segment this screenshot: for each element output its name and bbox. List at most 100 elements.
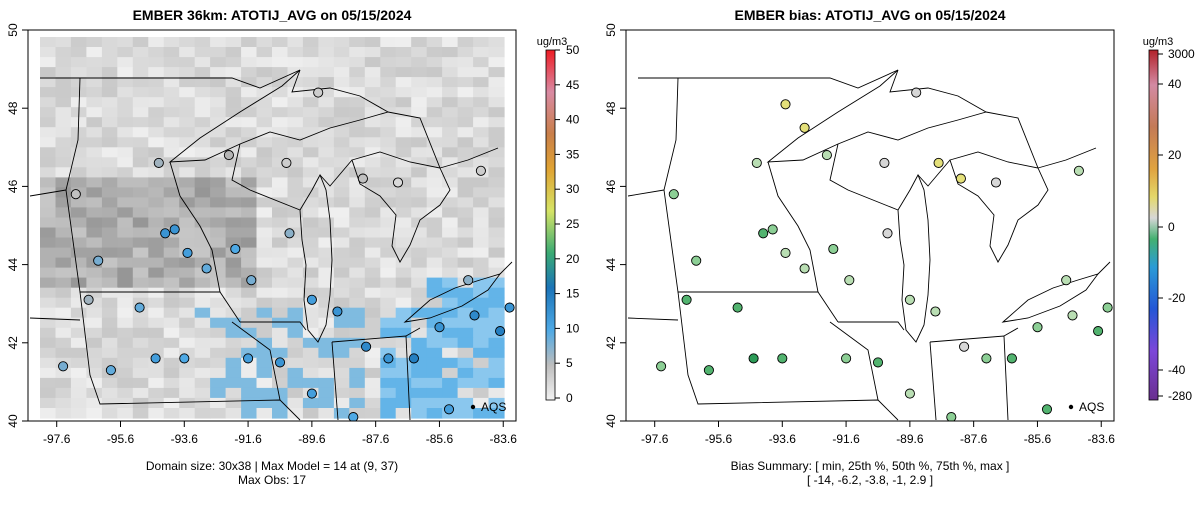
model-cell (101, 147, 118, 158)
model-cell (194, 367, 211, 379)
model-cell (287, 157, 304, 168)
model-cell (302, 237, 319, 249)
model-cell (473, 67, 490, 78)
model-cell (318, 277, 335, 289)
site-marker (383, 353, 394, 364)
model-cell (70, 287, 87, 299)
model-cell (70, 227, 87, 239)
model-cell (380, 287, 397, 299)
model-cell (380, 47, 397, 58)
model-cell (117, 157, 134, 168)
model-cell (287, 207, 304, 218)
model-cell (318, 67, 335, 78)
bias-marker (799, 122, 810, 133)
model-cell (132, 157, 149, 168)
model-cell (55, 207, 72, 218)
model-cell (256, 37, 273, 48)
model-cell (272, 247, 289, 259)
model-cell (241, 57, 258, 68)
model-cell (395, 157, 412, 168)
model-cell (148, 67, 165, 78)
chart-title: EMBER bias: ATOTIJ_AVG on 05/15/2024 (734, 7, 1005, 23)
model-cell (442, 227, 459, 239)
model-cell (194, 217, 211, 229)
model-cell (117, 237, 134, 249)
model-cell (117, 267, 134, 279)
model-cell (194, 287, 211, 299)
model-cell (117, 87, 134, 98)
model-cell (318, 37, 335, 48)
model-cell (40, 77, 57, 88)
model-cell (148, 347, 165, 359)
model-cell (302, 277, 319, 289)
model-cell (318, 357, 335, 369)
model-cell (163, 277, 180, 289)
model-cell (179, 397, 196, 409)
model-cell (241, 137, 258, 148)
model-cell (163, 117, 180, 128)
model-cell (333, 167, 350, 178)
site-marker (150, 353, 161, 364)
model-cell (364, 267, 381, 279)
model-cell (318, 77, 335, 88)
model-cell (272, 397, 289, 409)
model-cell (210, 237, 227, 249)
model-cell (70, 87, 87, 98)
model-cell (210, 367, 227, 379)
model-cell (442, 67, 459, 78)
model-cell (210, 317, 227, 329)
model-cell (117, 137, 134, 148)
model-cell (395, 207, 412, 218)
model-cell (272, 177, 289, 188)
model-cell (86, 237, 103, 249)
model-cell (426, 347, 443, 359)
model-cell (86, 187, 103, 198)
model-cell (364, 357, 381, 369)
y-tick-label: 40 (6, 414, 20, 428)
model-cell (395, 317, 412, 329)
model-cell (70, 247, 87, 259)
model-cell (380, 257, 397, 269)
model-cell (287, 167, 304, 178)
model-cell (148, 337, 165, 349)
model-cell (333, 287, 350, 299)
model-cell (148, 167, 165, 178)
bias-marker (911, 87, 922, 98)
model-cell (287, 107, 304, 118)
model-cell (101, 287, 118, 299)
model-cell (241, 47, 258, 58)
model-cell (411, 408, 428, 419)
model-cell (132, 57, 149, 68)
model-cell (457, 197, 474, 208)
model-cell (473, 217, 490, 229)
model-cell (101, 307, 118, 319)
model-cell (302, 377, 319, 389)
legend-label: AQS (481, 400, 506, 414)
model-cell (70, 297, 87, 309)
model-cell (194, 267, 211, 279)
model-cell (442, 197, 459, 208)
model-cell (457, 327, 474, 339)
model-cell (210, 377, 227, 389)
model-cell (194, 347, 211, 359)
model-cell (55, 37, 72, 48)
model-cell (132, 327, 149, 339)
model-cell (457, 247, 474, 259)
model-cell (194, 257, 211, 269)
model-cell (333, 37, 350, 48)
model-cell (426, 387, 443, 399)
model-cell (473, 127, 490, 138)
model-cell (225, 77, 242, 88)
bias-marker (732, 302, 743, 313)
model-cell (318, 387, 335, 399)
model-cell (132, 257, 149, 269)
model-cell (473, 107, 490, 118)
model-cell (256, 307, 273, 319)
model-cell (117, 147, 134, 158)
model-cell (86, 87, 103, 98)
model-cell (302, 157, 319, 168)
model-cell (426, 37, 443, 48)
model-cell (395, 237, 412, 249)
model-cell (241, 187, 258, 198)
model-cell (395, 77, 412, 88)
